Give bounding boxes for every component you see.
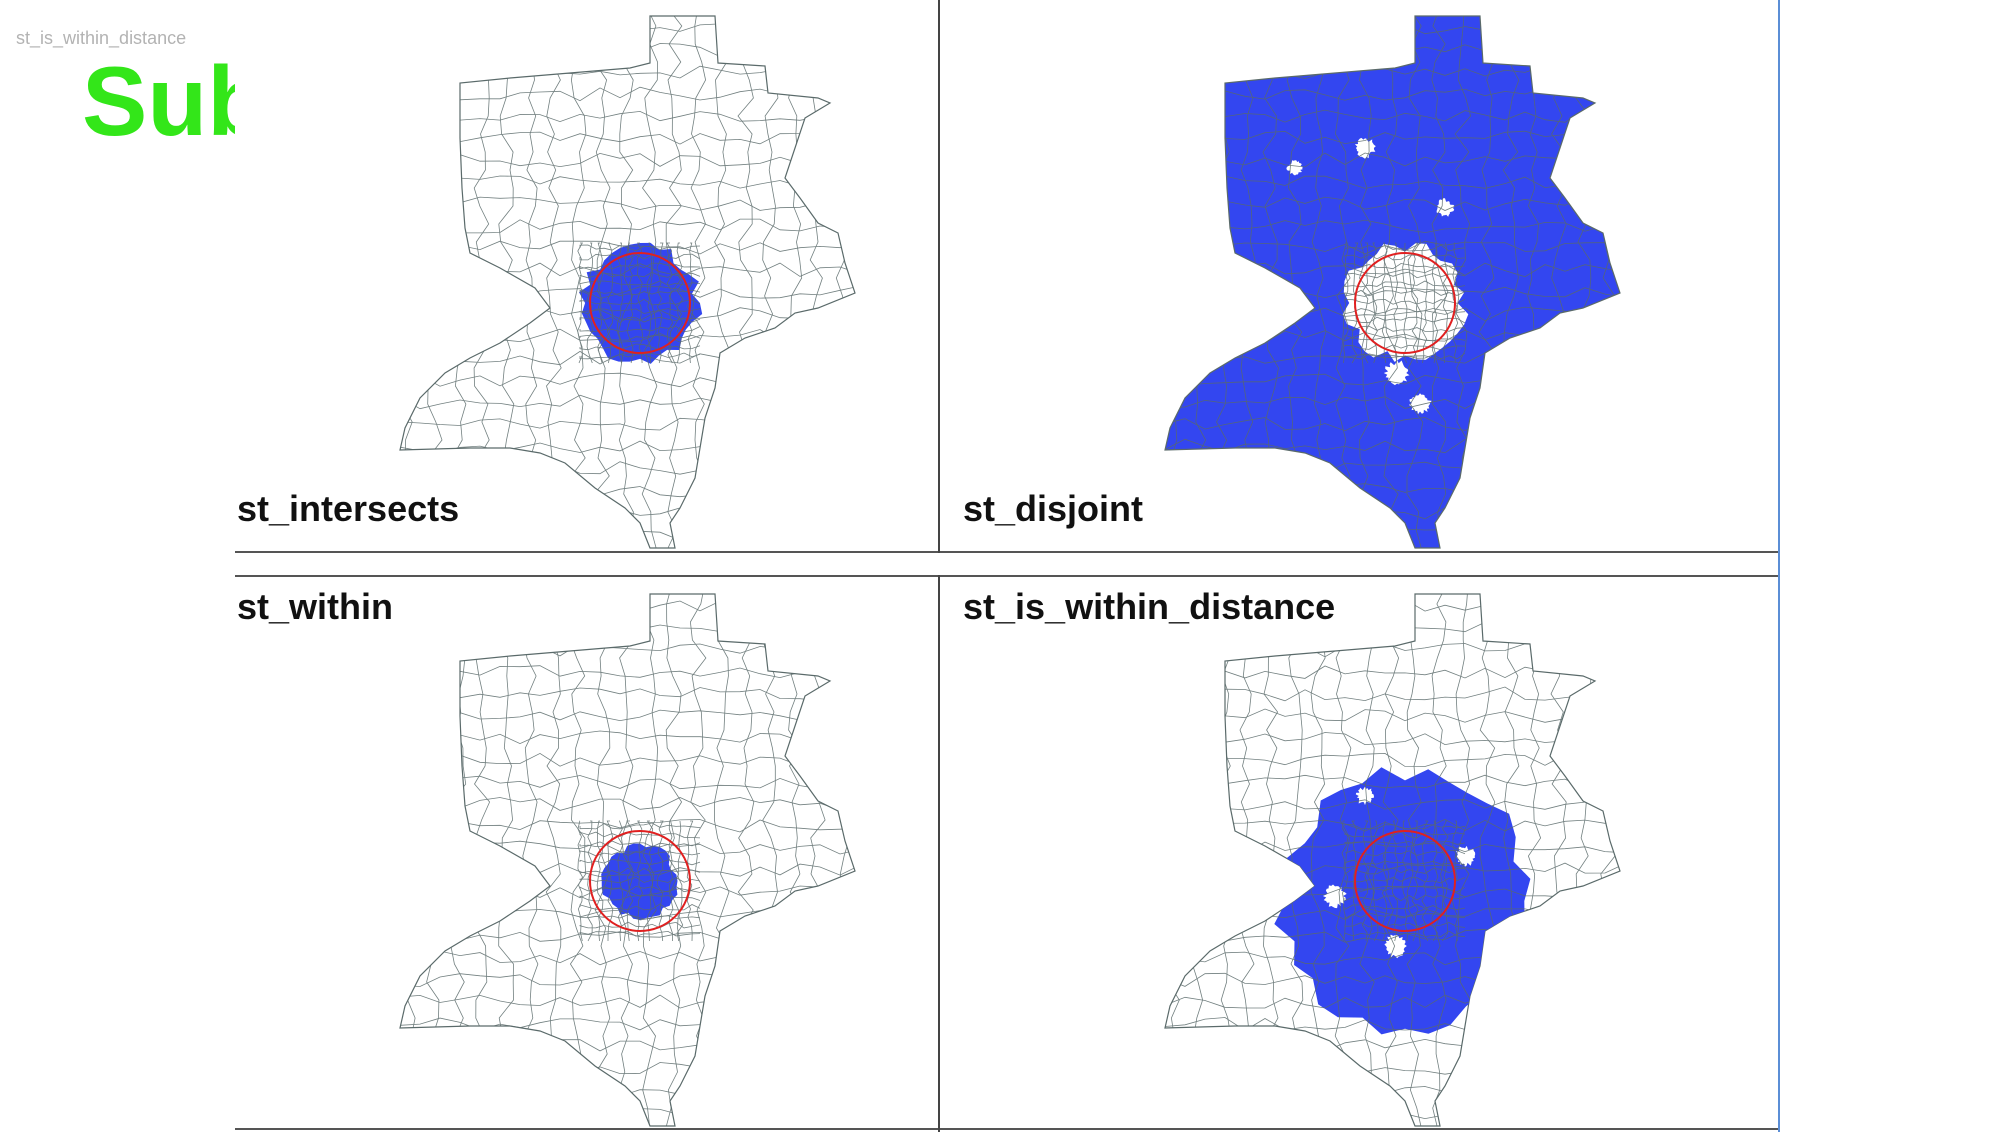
- slide-title: Sub: [82, 52, 237, 150]
- map-within: [399, 593, 856, 1127]
- panel-intersects: st_intersects: [235, 0, 938, 553]
- buffer-circle: [1354, 252, 1456, 354]
- divider-vertical-top: [938, 0, 940, 553]
- divider-horizontal-upper: [235, 551, 1778, 553]
- divider-horizontal-lower: [235, 575, 1778, 577]
- panel-within: st_within: [235, 580, 938, 1132]
- divider-vertical-bottom: [938, 575, 940, 1132]
- divider-horizontal-bottom: [235, 1128, 1778, 1130]
- corner-caption: st_is_within_distance: [16, 28, 187, 48]
- figure-right-border: [1778, 0, 1780, 1132]
- panel-label-within-distance: st_is_within_distance: [963, 586, 1336, 627]
- buffer-circle: [589, 830, 691, 932]
- map-intersects: [399, 15, 856, 549]
- panel-disjoint: st_disjoint: [940, 0, 1778, 553]
- map-group: [1164, 593, 1621, 1127]
- selected-area: [1274, 767, 1531, 1035]
- panel-label-disjoint: st_disjoint: [963, 488, 1144, 529]
- comparison-figure: st_intersects st_disjoint st_within st_i…: [235, 0, 1778, 1132]
- panel-label-within: st_within: [237, 586, 394, 627]
- panel-within-distance: st_is_within_distance: [940, 580, 1778, 1132]
- buffer-circle: [589, 252, 691, 354]
- map-disjoint: [1164, 15, 1621, 549]
- map-group: [1164, 15, 1621, 549]
- map-group: [399, 593, 856, 1127]
- panel-label-intersects: st_intersects: [237, 488, 460, 529]
- map-group: [399, 15, 856, 549]
- map-within-distance: [1164, 593, 1621, 1127]
- buffer-circle: [1354, 830, 1456, 932]
